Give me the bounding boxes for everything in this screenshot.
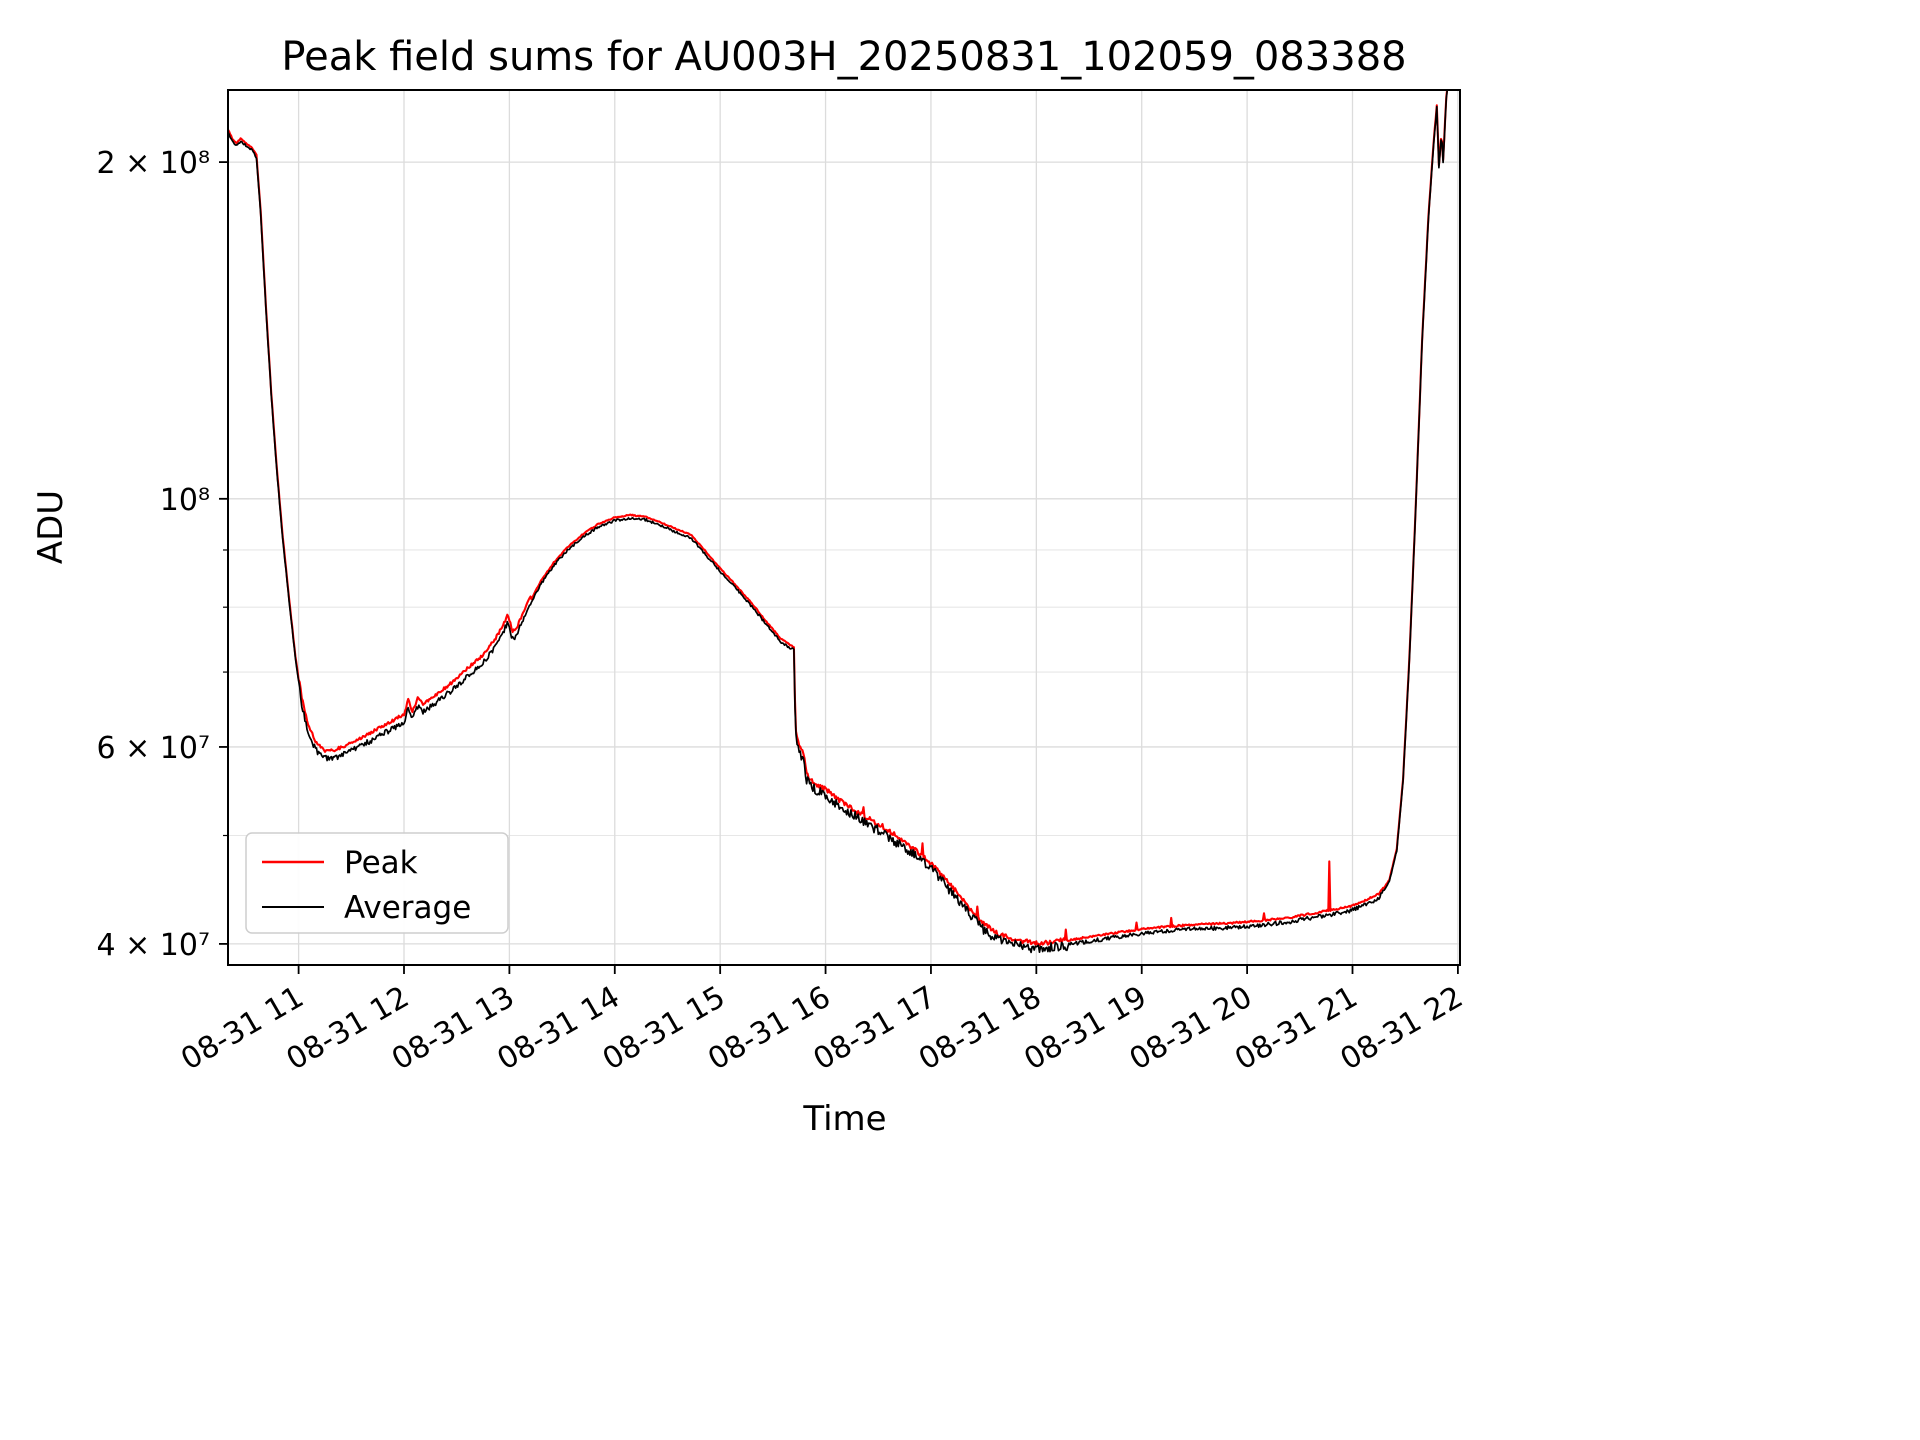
x-axis-label: Time	[802, 1099, 886, 1139]
series-lines	[228, 90, 1449, 954]
legend-label-average: Average	[344, 890, 471, 926]
chart-title: Peak field sums for AU003H_20250831_1020…	[281, 34, 1406, 80]
legend-label-peak: Peak	[344, 845, 418, 881]
y-axis-ticks: 4 × 10⁷ 6 × 10⁷ 10⁸ 2 × 10⁸	[97, 146, 228, 963]
x-tick-label: 08-31 22	[1335, 980, 1469, 1078]
y-tick-label: 10⁸	[160, 483, 210, 518]
legend: Peak Average	[245, 832, 509, 934]
y-tick-label: 6 × 10⁷	[97, 731, 211, 766]
gridlines	[228, 90, 1460, 965]
plot-border	[227, 89, 1461, 966]
average-line	[228, 90, 1449, 954]
y-tick-label: 2 × 10⁸	[97, 146, 211, 181]
y-axis-label: ADU	[31, 490, 71, 564]
y-tick-label: 4 × 10⁷	[97, 928, 211, 963]
peak-line	[228, 90, 1449, 947]
